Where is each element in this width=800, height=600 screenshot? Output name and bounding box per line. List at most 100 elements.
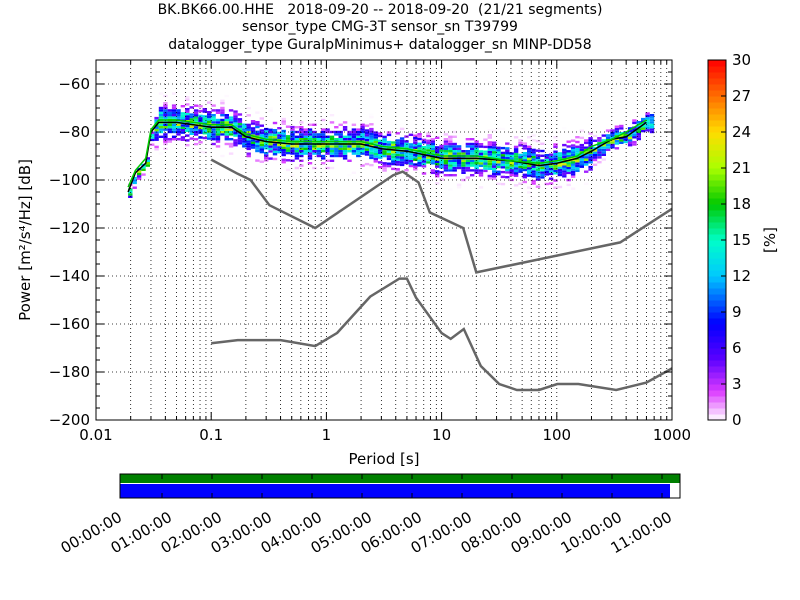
heatmap-cell — [527, 152, 532, 156]
heatmap-cell — [553, 169, 558, 173]
heatmap-cell — [281, 144, 286, 147]
heatmap-cell — [614, 142, 620, 145]
heatmap-cell — [299, 130, 304, 134]
heatmap-cell — [364, 129, 370, 132]
heatmap-cell — [570, 146, 576, 150]
heatmap-cell — [610, 138, 615, 142]
heatmap-cell — [413, 141, 418, 145]
heatmap-cell — [373, 138, 378, 141]
heatmap-cell — [207, 91, 212, 95]
heatmap-cell — [347, 133, 352, 136]
heatmap-cell — [522, 147, 527, 150]
heatmap-cell — [641, 117, 646, 121]
heatmap-cell — [632, 143, 637, 146]
heatmap-cell — [158, 106, 164, 110]
heatmap-cell — [399, 144, 405, 147]
heatmap-cell — [176, 123, 181, 126]
heatmap-cell — [627, 141, 633, 144]
heatmap-cell — [470, 164, 475, 167]
heatmap-cell — [562, 153, 567, 156]
heatmap-cell — [264, 130, 269, 133]
heatmap-cell — [544, 182, 549, 186]
heatmap-cell — [180, 136, 186, 139]
heatmap-cell — [443, 138, 449, 141]
heatmap-cell — [522, 164, 527, 167]
heatmap-cell — [540, 149, 545, 153]
heatmap-cell — [233, 115, 238, 118]
heatmap-cell — [588, 161, 593, 164]
heatmap-cell — [207, 113, 212, 116]
heatmap-cell — [329, 145, 335, 148]
heatmap-cell — [237, 127, 243, 131]
heatmap-cell — [443, 174, 449, 177]
heatmap-cell — [290, 173, 295, 177]
heatmap-cell — [325, 152, 330, 155]
heatmap-cell — [356, 147, 361, 150]
heatmap-cell — [474, 164, 479, 167]
heatmap-cell — [426, 142, 431, 145]
heatmap-cell — [386, 157, 392, 161]
colorbar-segment — [708, 240, 726, 247]
heatmap-cell — [513, 167, 519, 170]
heatmap-cell — [605, 134, 611, 137]
heatmap-cell — [408, 133, 414, 136]
heatmap-cell — [439, 192, 444, 196]
heatmap-cell — [500, 127, 506, 131]
data-availability-bar — [120, 484, 670, 498]
heatmap-cell — [540, 159, 545, 162]
heatmap-cell — [627, 136, 633, 140]
heatmap-cell — [531, 160, 536, 164]
heatmap-cell — [544, 168, 549, 171]
heatmap-cell — [597, 144, 602, 147]
heatmap-cell — [268, 133, 273, 136]
heatmap-cell — [527, 145, 532, 148]
heatmap-cell — [224, 128, 229, 131]
heatmap-cell — [399, 161, 405, 164]
heatmap-cell — [557, 169, 563, 172]
heatmap-cell — [334, 138, 339, 141]
heatmap-cell — [215, 140, 221, 143]
heatmap-cell — [250, 139, 256, 142]
heatmap-cell — [443, 152, 449, 155]
heatmap-cell — [369, 132, 374, 136]
heatmap-cell — [281, 122, 286, 125]
heatmap-cell — [632, 133, 637, 137]
heatmap-cell — [470, 152, 475, 155]
heatmap-cell — [584, 156, 589, 159]
heatmap-cell — [158, 128, 164, 131]
heatmap-cell — [544, 158, 549, 162]
heatmap-cell — [570, 170, 576, 174]
heatmap-cell — [167, 140, 172, 143]
colorbar-tick-label: 15 — [732, 231, 751, 249]
heatmap-cell — [163, 116, 168, 119]
heatmap-cell — [307, 150, 313, 153]
heatmap-cell — [430, 162, 435, 165]
heatmap-cell — [207, 137, 212, 140]
heatmap-cell — [272, 145, 278, 149]
median-psd-line — [127, 119, 647, 188]
heatmap-cell — [185, 124, 190, 128]
heatmap-cell — [627, 134, 633, 137]
heatmap-cell — [294, 147, 300, 150]
heatmap-cell — [518, 170, 523, 173]
heatmap-cell — [553, 167, 558, 170]
heatmap-cell — [237, 120, 243, 123]
heatmap-cell — [211, 142, 216, 146]
heatmap-cell — [535, 175, 541, 179]
heatmap-cell — [391, 162, 396, 166]
heatmap-cell — [421, 172, 427, 175]
heatmap-cell — [176, 116, 181, 119]
heatmap-cell — [531, 155, 536, 159]
heatmap-cell — [636, 130, 641, 133]
heatmap-cell — [167, 109, 172, 112]
heatmap-cell — [566, 169, 571, 172]
heatmap-cell — [334, 152, 339, 155]
heatmap-cell — [470, 138, 475, 141]
heatmap-cell — [632, 136, 637, 139]
heatmap-cell — [391, 153, 396, 156]
heatmap-cell — [505, 147, 510, 150]
heatmap-cell — [605, 146, 611, 149]
heatmap-cell — [233, 117, 238, 120]
heatmap-cell — [505, 164, 510, 167]
heatmap-cell — [430, 145, 435, 148]
